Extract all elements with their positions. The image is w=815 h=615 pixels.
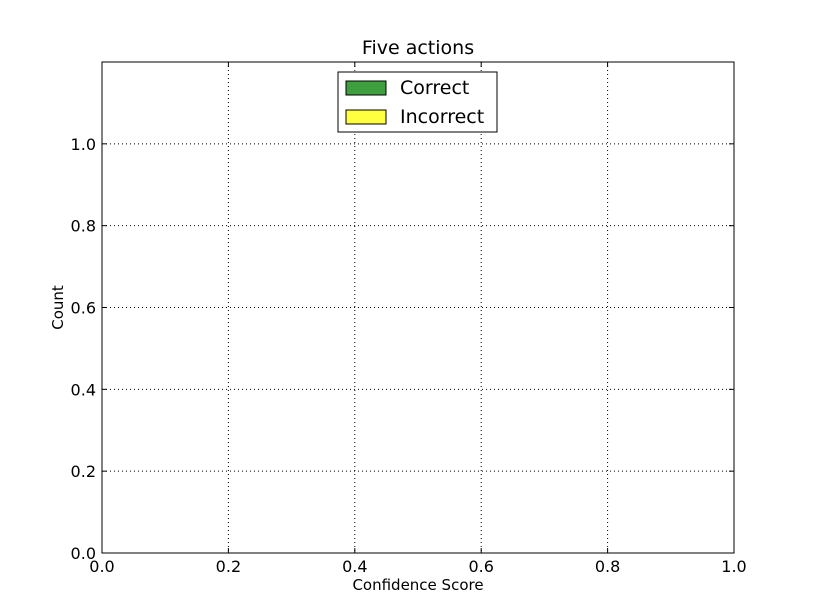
x-tick-label: 0.2 [216,557,241,576]
plot-area-frame [101,61,735,554]
y-tick-label: 0.6 [71,299,96,318]
legend-swatch-correct [345,80,387,96]
x-tick-label: 0.0 [89,557,114,576]
legend-label-incorrect: Incorrect [400,106,484,128]
y-tick-label: 0.4 [71,380,96,399]
y-axis-label: Count [49,285,67,330]
x-tick-label: 0.8 [595,557,620,576]
y-tick-label: 1.0 [71,135,96,154]
y-tick-label: 0.8 [71,217,96,236]
grid-lines [101,62,735,554]
x-axis-tick-labels: 0.0 0.2 0.4 0.6 0.8 1.0 [89,557,746,576]
y-tick-label: 0.2 [71,462,96,481]
legend: Correct Incorrect [337,71,498,133]
y-tick-label: 0.0 [71,544,96,563]
legend-label-correct: Correct [400,77,469,99]
legend-swatch-incorrect [345,109,387,125]
chart-title: Five actions [362,37,474,59]
x-tick-label: 1.0 [721,557,746,576]
y-axis-tick-labels: 0.0 0.2 0.4 0.6 0.8 1.0 [71,135,96,563]
x-tick-label: 0.6 [468,557,493,576]
x-axis-label: Confidence Score [352,576,483,594]
x-tick-label: 0.4 [342,557,367,576]
